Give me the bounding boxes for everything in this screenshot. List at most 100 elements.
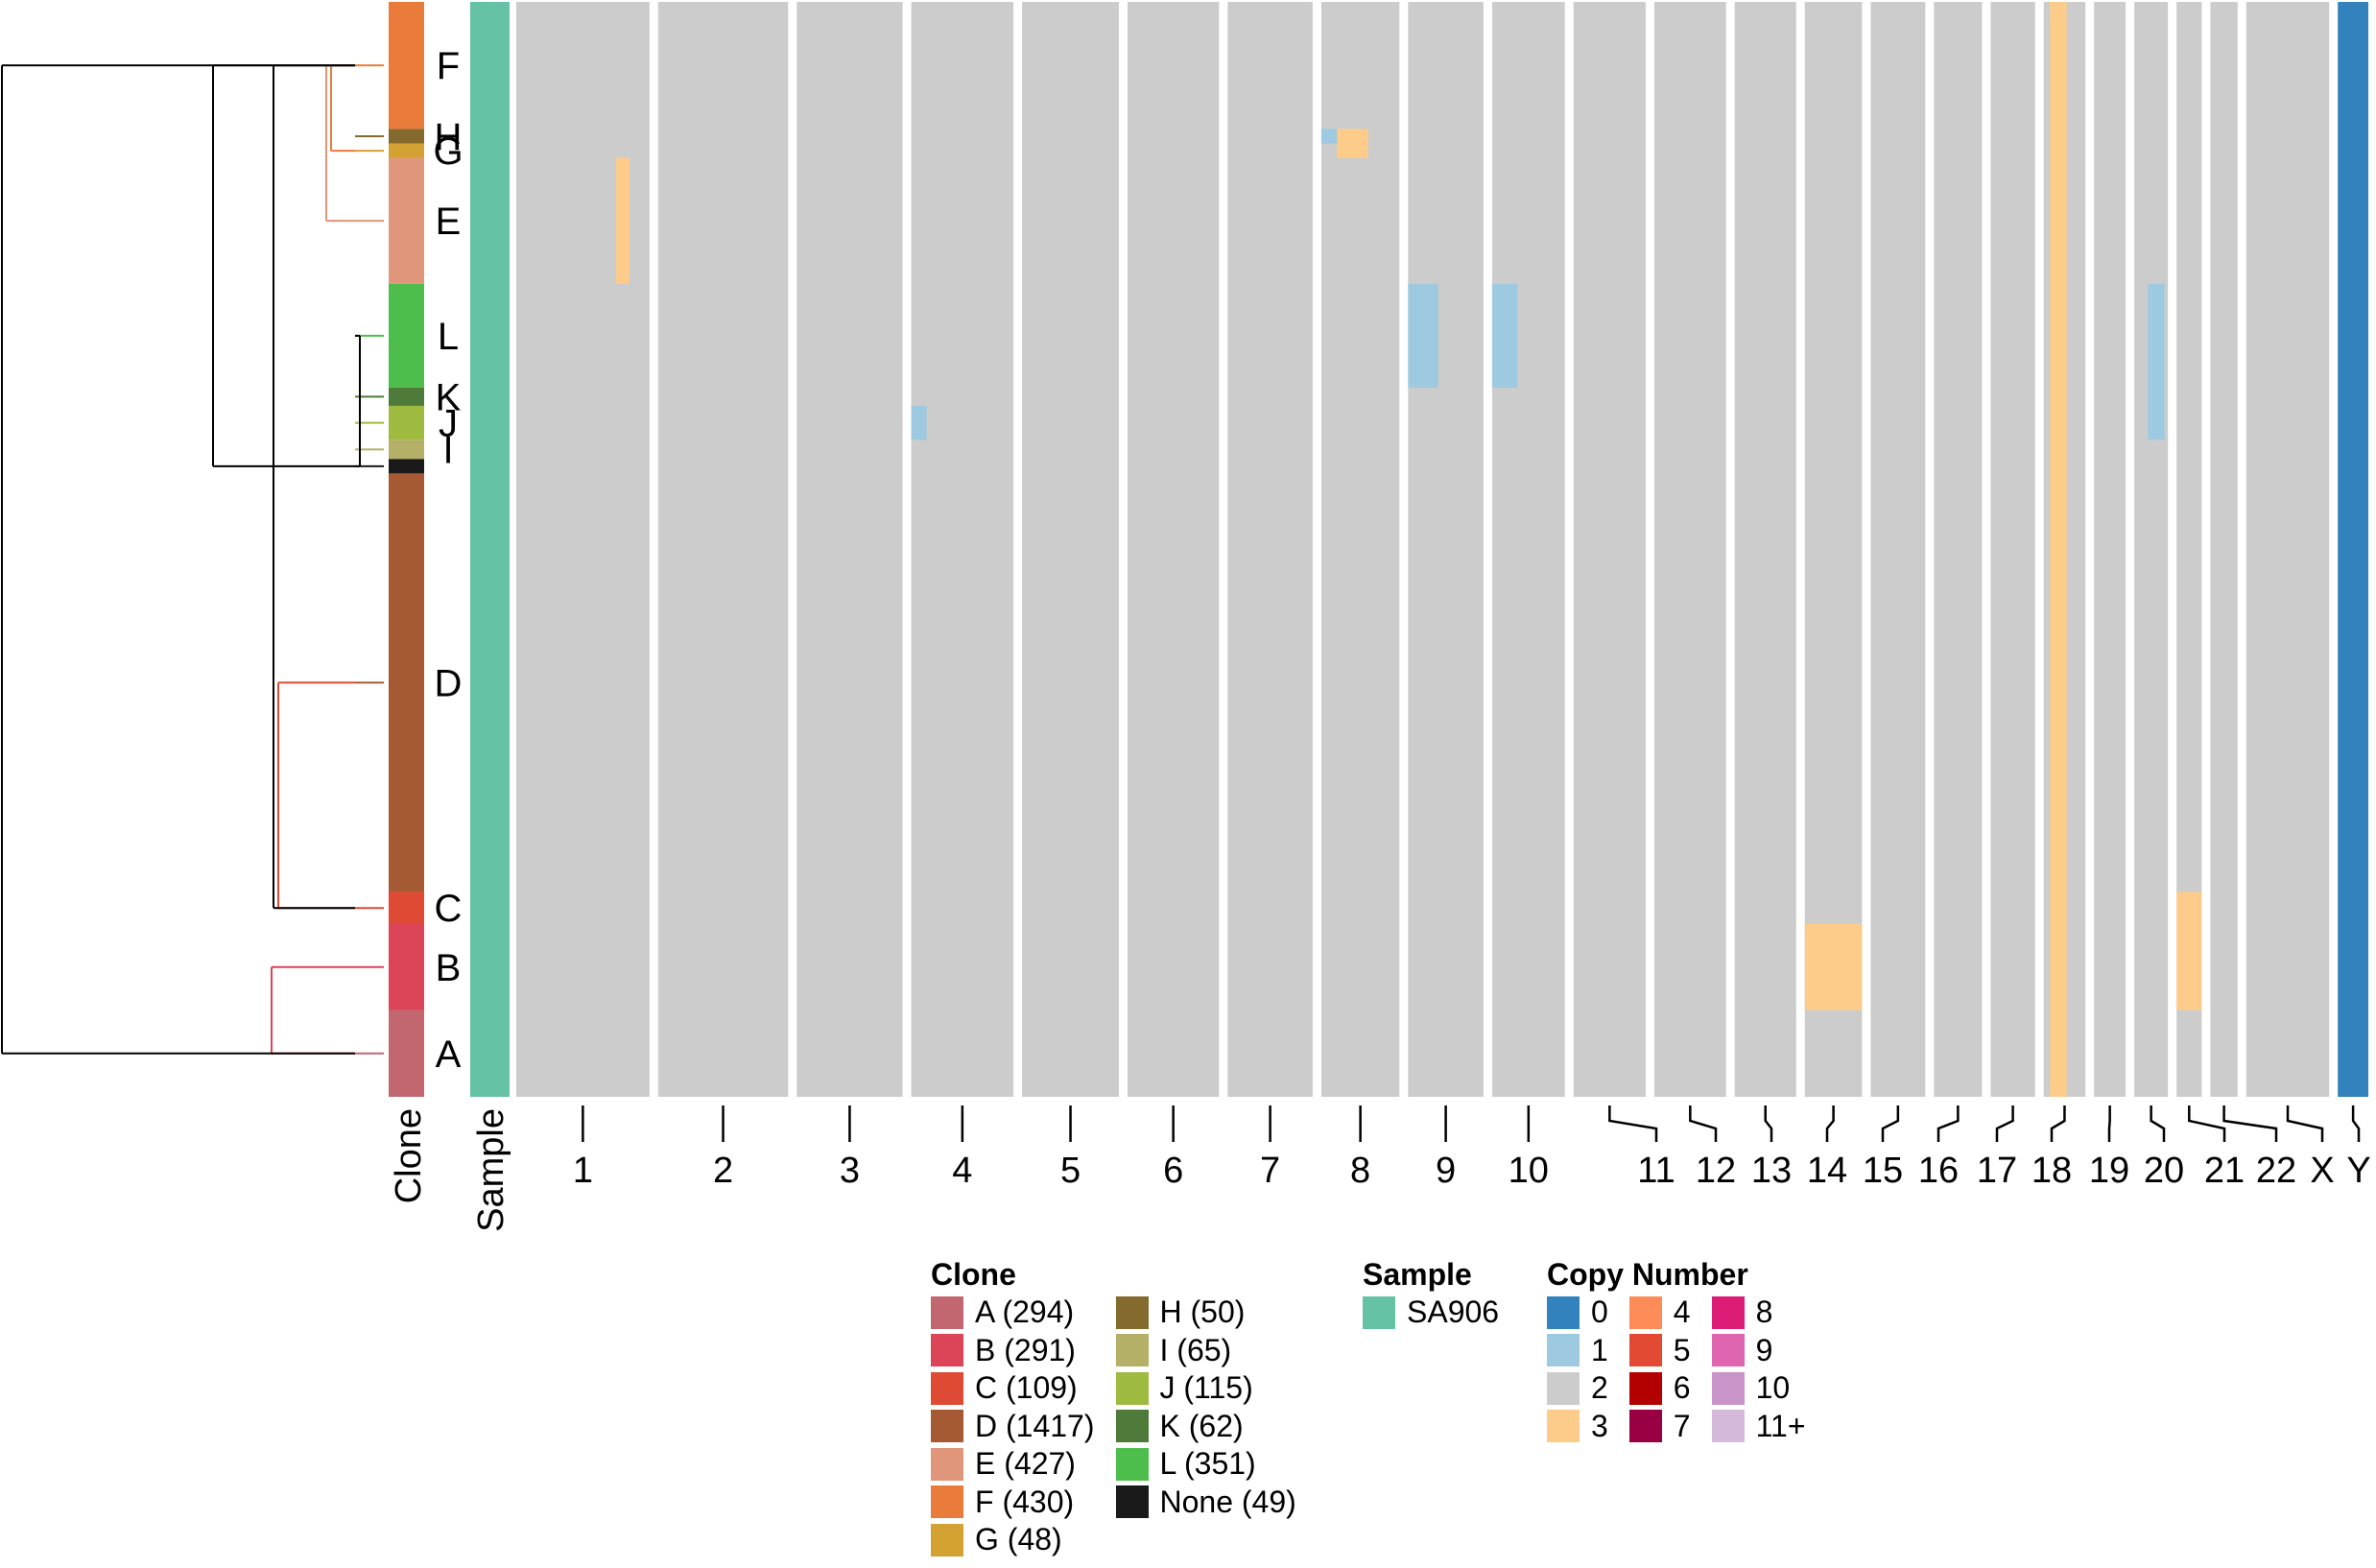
legend-copy-number-swatch bbox=[1711, 1334, 1745, 1367]
legend-copy-number-label: 7 bbox=[1673, 1408, 1691, 1443]
chrom-label-8: 8 bbox=[1350, 1151, 1370, 1191]
chrom-block-20 bbox=[2134, 2, 2169, 1097]
cn-event-0 bbox=[616, 157, 630, 284]
clone-label-l: L bbox=[438, 316, 459, 358]
chrom-block-7 bbox=[1227, 2, 1313, 1097]
legend-clone-label: L (351) bbox=[1159, 1446, 1256, 1482]
sample-bar bbox=[470, 2, 510, 1097]
legend-clone-item: J (115) bbox=[1115, 1369, 1296, 1408]
legend-copy-number-item: 5 bbox=[1628, 1332, 1691, 1370]
legend-copy-number: Copy Number 0 1 2 3 4 5 6 7 8 9 10 11+ bbox=[1547, 1255, 1806, 1445]
chrom-label-17: 17 bbox=[1977, 1151, 2017, 1191]
chrom-block-3 bbox=[796, 2, 903, 1097]
legend-clone-item: C (109) bbox=[931, 1369, 1095, 1408]
chrom-tick-y bbox=[2351, 1105, 2361, 1142]
legend-clone-swatch bbox=[931, 1523, 963, 1556]
legend-clone-item: I (65) bbox=[1115, 1332, 1296, 1370]
legend-clone-swatch bbox=[931, 1334, 963, 1367]
legend-copy-number-swatch bbox=[1628, 1371, 1662, 1405]
chrom-tick-16 bbox=[1936, 1105, 1960, 1142]
chrom-tick-14 bbox=[1825, 1105, 1835, 1142]
chrom-block-19 bbox=[2094, 2, 2127, 1097]
chrom-label-1: 1 bbox=[573, 1151, 593, 1191]
clone-bar-c bbox=[389, 891, 424, 924]
clone-label-c: C bbox=[435, 888, 463, 930]
legend-copy-number-swatch bbox=[1547, 1371, 1580, 1405]
chrom-label-22: 22 bbox=[2256, 1151, 2296, 1191]
legend-clone-label: J (115) bbox=[1159, 1370, 1253, 1406]
chrom-label-10: 10 bbox=[1509, 1151, 1549, 1191]
chrom-tick-21 bbox=[2188, 1105, 2226, 1142]
legend-clone-label: E (427) bbox=[975, 1446, 1076, 1482]
chrom-label-12: 12 bbox=[1696, 1151, 1736, 1191]
legend-copy-number-item: 7 bbox=[1628, 1408, 1691, 1446]
legend-copy-number-label: 0 bbox=[1591, 1295, 1608, 1330]
legend-sample-item: SA906 bbox=[1363, 1294, 1499, 1332]
legend-clone-item: H (50) bbox=[1115, 1294, 1296, 1332]
legend-clone-swatch bbox=[931, 1447, 963, 1481]
legend-sample-label: SA906 bbox=[1407, 1295, 1500, 1330]
legend-clone-label: H (50) bbox=[1159, 1295, 1246, 1330]
chrom-tick-11 bbox=[1608, 1105, 1658, 1142]
cn-event-6 bbox=[1804, 923, 1863, 1010]
legend-clone-label: B (291) bbox=[975, 1332, 1076, 1367]
clone-bar-l bbox=[389, 283, 424, 388]
clone-bar-f bbox=[389, 2, 424, 130]
clone-bar-b bbox=[389, 923, 424, 1010]
legend-copy-number-label: 5 bbox=[1673, 1332, 1691, 1367]
chrom-label-4: 4 bbox=[952, 1151, 972, 1191]
legend-copy-number-swatch bbox=[1628, 1334, 1662, 1367]
clone-label-d: D bbox=[435, 662, 463, 704]
legend-clone-item: B (291) bbox=[931, 1332, 1095, 1370]
legend-copy-number-swatch bbox=[1711, 1295, 1745, 1329]
clone-label-i: I bbox=[442, 429, 453, 471]
cn-event-5 bbox=[1491, 283, 1518, 388]
chrom-label-19: 19 bbox=[2089, 1151, 2129, 1191]
legend-copy-number-item: 0 bbox=[1547, 1294, 1608, 1332]
chrom-label-x: X bbox=[2310, 1151, 2334, 1191]
legend-copy-number-label: 11+ bbox=[1755, 1408, 1806, 1443]
chrom-block-11 bbox=[1573, 2, 1646, 1097]
legend-sample-swatch bbox=[1363, 1295, 1395, 1329]
legend-clone-item: L (351) bbox=[1115, 1445, 1296, 1484]
legend-copy-number-item: 8 bbox=[1711, 1294, 1806, 1332]
chrom-tick-22 bbox=[2222, 1105, 2278, 1142]
legend-sample-column: SA906 bbox=[1363, 1294, 1499, 1332]
legend-copy-number-swatch bbox=[1711, 1410, 1745, 1443]
legend-copy-number-title: Copy Number bbox=[1547, 1257, 1748, 1292]
legend-clone-item: A (294) bbox=[931, 1294, 1095, 1332]
chrom-label-6: 6 bbox=[1163, 1151, 1183, 1191]
chrom-label-21: 21 bbox=[2204, 1151, 2245, 1191]
chrom-label-20: 20 bbox=[2144, 1151, 2184, 1191]
clone-bar-k bbox=[389, 387, 424, 406]
clone-bar-g bbox=[389, 143, 424, 158]
legend-clone-item: None (49) bbox=[1115, 1484, 1296, 1522]
legend-copy-number-item: 4 bbox=[1628, 1294, 1691, 1332]
clone-bar-e bbox=[389, 157, 424, 284]
legend-copy-number-label: 3 bbox=[1591, 1408, 1608, 1443]
clone-label-h: H bbox=[435, 116, 463, 158]
chrom-block-17 bbox=[1990, 2, 2035, 1097]
clone-label-b: B bbox=[436, 947, 462, 989]
legend-clone: Clone A (294) B (291) C (109) D (1417) E (42… bbox=[931, 1255, 1296, 1559]
chrom-label-14: 14 bbox=[1807, 1151, 1847, 1191]
chrom-block-14 bbox=[1804, 2, 1863, 1097]
cn-event-7 bbox=[2050, 2, 2067, 1097]
legend-clone-item: F (430) bbox=[931, 1484, 1095, 1522]
cn-event-1 bbox=[911, 405, 927, 440]
clone-bar-h bbox=[389, 129, 424, 144]
chrom-tick-17 bbox=[1995, 1105, 2014, 1142]
legend-copy-number-label: 8 bbox=[1755, 1295, 1773, 1330]
legend-copy-number-swatch bbox=[1711, 1371, 1745, 1405]
chrom-tick-15 bbox=[1881, 1105, 1900, 1142]
legend-copy-number-item: 2 bbox=[1547, 1369, 1608, 1408]
clone-label-a: A bbox=[436, 1033, 462, 1076]
chrom-block-9 bbox=[1408, 2, 1484, 1097]
legend-copy-number-item: 1 bbox=[1547, 1332, 1608, 1370]
cn-event-4 bbox=[1408, 283, 1438, 388]
chrom-tick-x bbox=[2286, 1105, 2324, 1142]
chrom-label-11: 11 bbox=[1637, 1151, 1675, 1191]
chrom-label-7: 7 bbox=[1260, 1151, 1280, 1191]
